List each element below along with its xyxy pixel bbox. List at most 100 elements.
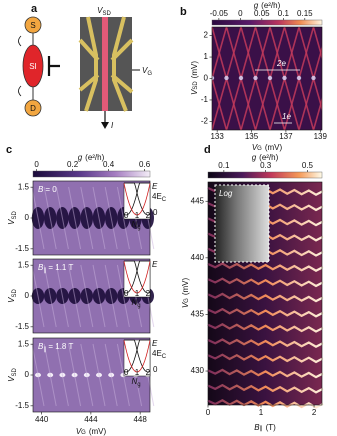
ridge <box>104 343 118 407</box>
ridge <box>31 264 45 328</box>
y-tick-label: 0 <box>25 291 30 300</box>
y-axis-label: VG (mV) <box>181 277 190 308</box>
subscript: G <box>147 71 152 77</box>
x-tick-label: 444 <box>84 415 98 424</box>
drain-label: D <box>30 104 36 113</box>
y-tick-label: 430 <box>191 366 205 375</box>
colorbar-tick-label: 0 <box>34 160 39 169</box>
tunnel-arrow <box>18 35 22 97</box>
nanowire <box>102 17 108 111</box>
inset-x-tick-label: 2 <box>146 368 151 377</box>
diamond-edge <box>212 27 228 130</box>
subscript: C <box>162 197 167 203</box>
peak <box>238 75 244 81</box>
ridge <box>68 264 82 328</box>
unit: (e²/h) <box>261 1 280 10</box>
peak-line <box>207 353 324 364</box>
label: VSD <box>7 210 17 224</box>
peak <box>296 75 302 81</box>
annotation: 1e <box>282 112 291 121</box>
unit: (T) <box>266 423 277 432</box>
x-axis-label: VG (mV) <box>76 427 107 436</box>
label: B∥ = 1.1 T <box>38 263 73 273</box>
symbol: B <box>38 185 44 194</box>
peak-line <box>207 262 324 273</box>
electrodes <box>78 16 134 112</box>
ridge <box>80 343 94 407</box>
symbol: V <box>7 219 16 225</box>
peak-line <box>207 383 324 394</box>
label: B∥ = 1.8 T <box>38 342 73 352</box>
x-tick-label: 440 <box>35 415 49 424</box>
symbol: V <box>7 297 16 303</box>
subscript: SD <box>12 210 18 219</box>
colorbar-title: g (e²/h) <box>78 153 105 162</box>
peak-line <box>207 323 324 333</box>
x-tick-label: 0 <box>206 408 211 417</box>
symbol: B <box>38 263 44 272</box>
subscript: SD <box>12 367 18 376</box>
vsd-label: VSD <box>97 6 111 16</box>
symbol: V <box>97 6 103 15</box>
colorbar-title: g (e²/h) <box>252 153 279 162</box>
diamond-edge <box>154 27 183 130</box>
panel-label: a <box>31 3 38 15</box>
symbol: V <box>142 66 148 75</box>
symbol: V <box>7 376 16 382</box>
parabola <box>123 183 151 216</box>
gate <box>47 56 60 76</box>
y-tick-label: 0 <box>25 213 30 222</box>
symbol: 4E <box>152 349 162 358</box>
x-tick-label: 2 <box>312 408 317 417</box>
ridge <box>55 343 69 407</box>
inset-x-tick-label: 0 <box>124 211 129 220</box>
y-tick-label: 1 <box>204 52 209 61</box>
island-label: SI <box>29 62 37 71</box>
ridge <box>55 186 69 250</box>
inset-level: 4EC <box>152 349 167 359</box>
ridge <box>68 186 82 250</box>
label: Ng <box>131 220 140 230</box>
y-tick-label: 1.5 <box>18 339 30 348</box>
ridge <box>116 186 130 250</box>
symbol: V <box>76 427 82 436</box>
subscript: C <box>162 354 167 360</box>
colorbar-tick-label: 0.2 <box>67 160 79 169</box>
inset <box>214 184 270 263</box>
y-tick-label: -1 <box>201 95 209 104</box>
subscript: ∥ <box>260 425 263 432</box>
inset-y-label: E <box>152 339 158 348</box>
subscript: G <box>184 298 190 303</box>
peak <box>181 76 185 80</box>
unit: (mV) <box>265 143 283 152</box>
parabola <box>124 339 151 373</box>
peak-line <box>207 307 324 318</box>
unit: (mV) <box>190 61 199 79</box>
peak <box>166 76 170 80</box>
symbol: B <box>38 342 44 351</box>
arrow-head <box>101 122 109 129</box>
colorbar-tick-label: 0.1 <box>278 9 290 18</box>
inset-x-tick-label: 0 <box>124 368 129 377</box>
ridge <box>31 186 45 250</box>
ridge <box>43 186 57 250</box>
inset-y-label: E <box>152 182 158 191</box>
ridge <box>104 186 118 250</box>
label: VSD <box>7 288 17 302</box>
y-tick-label: 0 <box>204 74 209 83</box>
x-axis-label: VG (mV) <box>252 143 283 152</box>
subscript: G <box>81 430 86 436</box>
heatmap-features <box>154 27 330 130</box>
x-tick-label: 135 <box>245 132 259 141</box>
colorbar-tick-label: 0.05 <box>254 9 270 18</box>
colorbar-tick-label: 0.15 <box>297 9 313 18</box>
peak <box>326 76 330 80</box>
colorbar <box>32 170 151 178</box>
text: = 1.8 T <box>48 342 73 351</box>
vg-label: VG <box>142 66 152 76</box>
unit: (e²/h) <box>259 153 278 162</box>
label: B = 0 <box>38 185 57 194</box>
ridge <box>104 264 118 328</box>
ridge <box>92 186 106 250</box>
